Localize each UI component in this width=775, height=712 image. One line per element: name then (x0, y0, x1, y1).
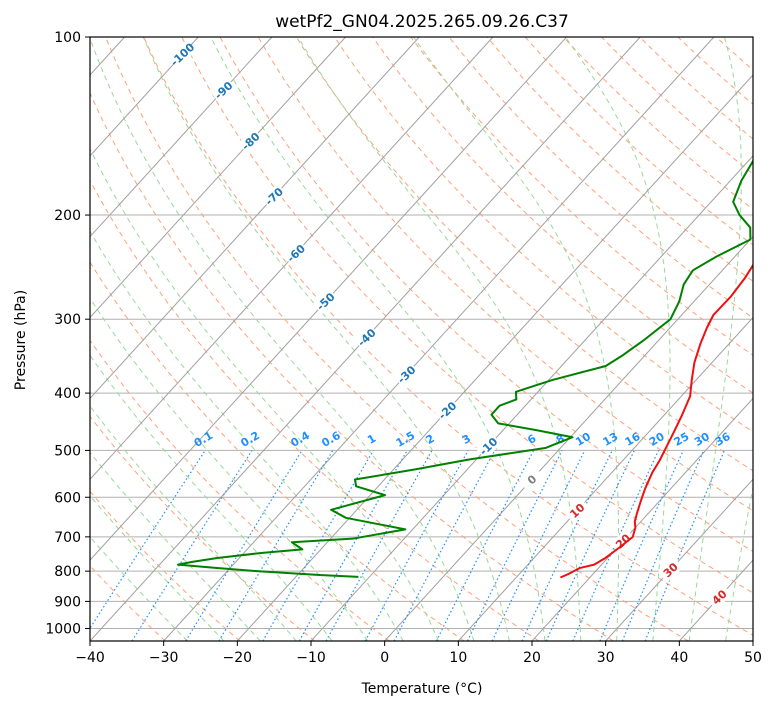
moist-adiabat (413, 37, 620, 641)
x-tick-label: 50 (744, 650, 762, 666)
moist-adiabat (90, 494, 225, 641)
dry-adiabat (181, 37, 753, 594)
chart-title: wetPf2_GN04.2025.265.09.26.C37 (275, 12, 569, 32)
moist-adiabat (90, 405, 297, 641)
y-tick-label: 100 (54, 30, 81, 46)
mixing-ratio-line (599, 450, 684, 641)
pressure-gridlines (90, 37, 753, 629)
dry-adiabat (219, 37, 753, 552)
y-tick-label: 200 (54, 208, 81, 224)
isotherm-label-bg (283, 240, 309, 266)
mixing-ratio-line (435, 450, 535, 641)
y-tick-label: 400 (54, 386, 81, 402)
isotherm-line (90, 37, 420, 400)
moist-adiabat (90, 230, 404, 641)
moist-adiabat (142, 37, 510, 641)
isotherm-line (457, 316, 753, 641)
isotherm-label-bg (475, 433, 502, 459)
dry-adiabat (372, 37, 753, 394)
isotherm-label-bg (237, 128, 264, 154)
moist-adiabat (90, 37, 475, 641)
x-axis-label: Temperature (°C) (361, 681, 483, 697)
x-tick-label: −10 (296, 650, 326, 666)
isotherm-label-bg (261, 183, 287, 210)
y-tick-label: 600 (54, 490, 81, 506)
mixing-ratio-line (466, 450, 563, 641)
dewpoint-profile-line (176, 159, 753, 578)
x-tick-label: 10 (449, 650, 467, 666)
dry-adiabat (601, 37, 753, 175)
x-tick-label: −20 (223, 650, 253, 666)
x-tick-label: 20 (523, 650, 541, 666)
dry-adiabat (410, 37, 753, 356)
isotherm-line (605, 478, 753, 641)
isotherm-label-bg (518, 466, 545, 493)
moist-adiabat (90, 297, 369, 641)
dry-adiabat (295, 37, 753, 472)
isotherm-line (90, 37, 567, 561)
mixing-ratio-line (185, 450, 303, 641)
isotherm-label-bg (564, 497, 590, 524)
isotherm-label-bg (434, 397, 461, 424)
isotherm-label-bg (353, 324, 380, 351)
dry-adiabat (334, 37, 753, 433)
axis-ticks: −40 −30 −20 −10 0 10 20 30 40 50 100 200 300 400 500 60… (45, 30, 762, 666)
isotherm-line (90, 37, 273, 238)
x-tick-label: −30 (149, 650, 179, 666)
isotherm-line (310, 155, 753, 641)
dry-adiabat (257, 37, 753, 512)
mixing-ratio-line (90, 450, 206, 630)
y-tick-label: 500 (54, 443, 81, 459)
isotherm-line (90, 37, 199, 157)
isotherm-line (90, 37, 494, 481)
y-tick-label: 900 (54, 594, 81, 610)
x-tick-label: 40 (670, 650, 688, 666)
mixing-ratio-line (364, 450, 469, 641)
x-tick-label: −40 (75, 650, 105, 666)
y-axis-label: Pressure (hPa) (13, 290, 29, 390)
x-tick-label: 30 (597, 650, 615, 666)
isotherm-label-bg (169, 41, 196, 67)
isotherm-line (384, 235, 753, 641)
x-tick-label: 0 (380, 650, 389, 666)
mixing-ratio-line (572, 450, 660, 641)
y-tick-label: 300 (54, 312, 81, 328)
moist-adiabat (90, 451, 261, 641)
moist-adiabat (688, 37, 742, 641)
y-tick-label: 700 (54, 530, 81, 546)
isotherm-label-bg (610, 528, 636, 554)
y-tick-label: 800 (54, 564, 81, 580)
isotherm-line (163, 37, 715, 641)
dry-adiabat (639, 37, 753, 140)
plot-frame (89, 36, 754, 642)
isotherm-label-bg (706, 584, 733, 610)
moist-adiabats (90, 37, 753, 641)
isotherm-label-bg (312, 288, 339, 315)
moist-adiabat (90, 147, 439, 641)
moist-adiabat (90, 536, 188, 641)
isotherm-label-bg (210, 77, 237, 103)
mixing-ratio-line (325, 450, 433, 641)
dry-adiabat (105, 37, 689, 641)
temperature-profile-line (559, 263, 753, 579)
isotherm-label-bg (393, 361, 420, 388)
mixing-ratio-line (621, 450, 705, 641)
isotherm-label-bg (657, 557, 684, 583)
dry-adiabats (90, 37, 753, 641)
dry-adiabat (90, 490, 241, 641)
moist-adiabat (564, 37, 671, 641)
y-tick-label: 1000 (45, 621, 81, 637)
moist-adiabat (297, 37, 582, 641)
profile-series (176, 159, 753, 579)
